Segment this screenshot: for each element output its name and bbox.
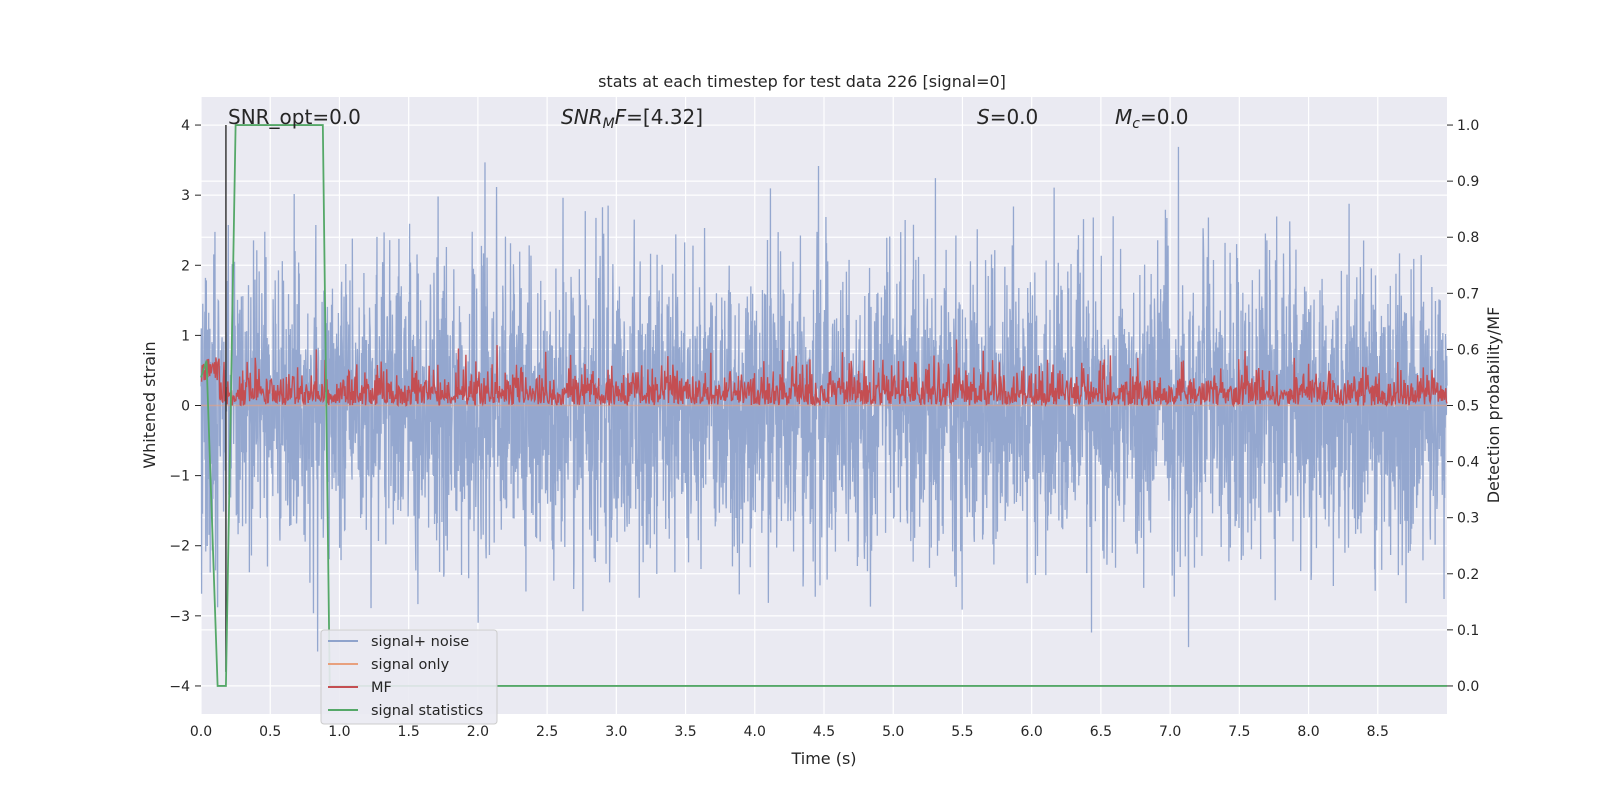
x-tick-label: 5.0: [882, 724, 904, 740]
x-tick-label: 0.5: [259, 724, 281, 740]
x-tick-label: 1.5: [398, 724, 420, 740]
x-tick-label: 2.5: [536, 724, 558, 740]
y2-tick-label: 0.4: [1457, 455, 1479, 471]
legend-label-mf: MF: [371, 680, 392, 696]
x-tick-label: 3.5: [674, 724, 696, 740]
legend-label-signal-statistics: signal statistics: [371, 703, 483, 719]
series-signal-noise: [200, 146, 1448, 652]
x-tick-label: 7.5: [1228, 724, 1250, 740]
y2-tick-label: 0.2: [1457, 567, 1479, 583]
x-tick-label: 8.5: [1367, 724, 1389, 740]
y2-axis-ticks: 1.0 0.9 0.8 0.7 0.6 0.5 0.4 0.3 0.2 0.1 0.0: [1447, 118, 1479, 695]
annotation-snr-opt: SNR_opt=0.0: [228, 105, 361, 129]
y2-tick-label: 0.7: [1457, 286, 1479, 302]
legend: signal+ noise signal only MF signal stat…: [320, 629, 498, 725]
y2-tick-label: 1.0: [1457, 118, 1479, 134]
y2-tick-label: 0.9: [1457, 174, 1479, 190]
annotation-s: S=0.0: [977, 105, 1038, 129]
y-axis-ticks: 4 3 2 1 0 −1 −2 −3 −4: [169, 118, 201, 695]
y-tick-label: 0: [181, 399, 190, 415]
x-tick-label: 7.0: [1159, 724, 1181, 740]
x-tick-label: 4.5: [813, 724, 835, 740]
y2-tick-label: 0.1: [1457, 623, 1479, 639]
x-tick-label: 6.0: [1021, 724, 1043, 740]
x-tick-label: 6.5: [1090, 724, 1112, 740]
y-tick-label: −1: [169, 469, 190, 485]
y2-tick-label: 0.5: [1457, 399, 1479, 415]
y2-axis-label: Detection probability/MF: [1484, 307, 1503, 504]
legend-label-signal-only: signal only: [371, 657, 450, 673]
x-axis-label: Time (s): [790, 749, 856, 768]
y2-tick-label: 0.3: [1457, 511, 1479, 527]
x-tick-label: 0.0: [190, 724, 212, 740]
y-tick-label: 1: [181, 328, 190, 344]
y-tick-label: 2: [181, 258, 190, 274]
x-tick-label: 4.0: [744, 724, 766, 740]
y-tick-label: −4: [169, 679, 190, 695]
y-tick-label: −3: [169, 609, 190, 625]
x-axis-ticks: 0.0 0.5 1.0 1.5 2.0 2.5 3.0 3.5 4.0 4.5 5.0 5.5 6.0 6…: [190, 724, 1389, 740]
y2-tick-label: 0.6: [1457, 342, 1479, 358]
x-tick-label: 3.0: [605, 724, 627, 740]
chart-title: stats at each timestep for test data 226…: [598, 72, 1006, 91]
x-tick-label: 2.0: [467, 724, 489, 740]
x-tick-label: 5.5: [951, 724, 973, 740]
y-axis-label: Whitened strain: [140, 341, 159, 468]
legend-label-signal-noise: signal+ noise: [371, 634, 469, 650]
y-tick-label: 3: [181, 188, 190, 204]
y2-tick-label: 0.8: [1457, 230, 1479, 246]
y2-tick-label: 0.0: [1457, 679, 1479, 695]
x-tick-label: 8.0: [1297, 724, 1319, 740]
annotation-mc: Mc=0.0: [1115, 105, 1189, 132]
annotation-snr-mf: SNRMF=[4.32]: [561, 105, 703, 132]
legend-box: [320, 629, 498, 725]
series-mf: [200, 339, 1448, 408]
x-tick-label: 1.0: [328, 724, 350, 740]
y-tick-label: 4: [181, 118, 190, 134]
y-tick-label: −2: [169, 539, 190, 555]
